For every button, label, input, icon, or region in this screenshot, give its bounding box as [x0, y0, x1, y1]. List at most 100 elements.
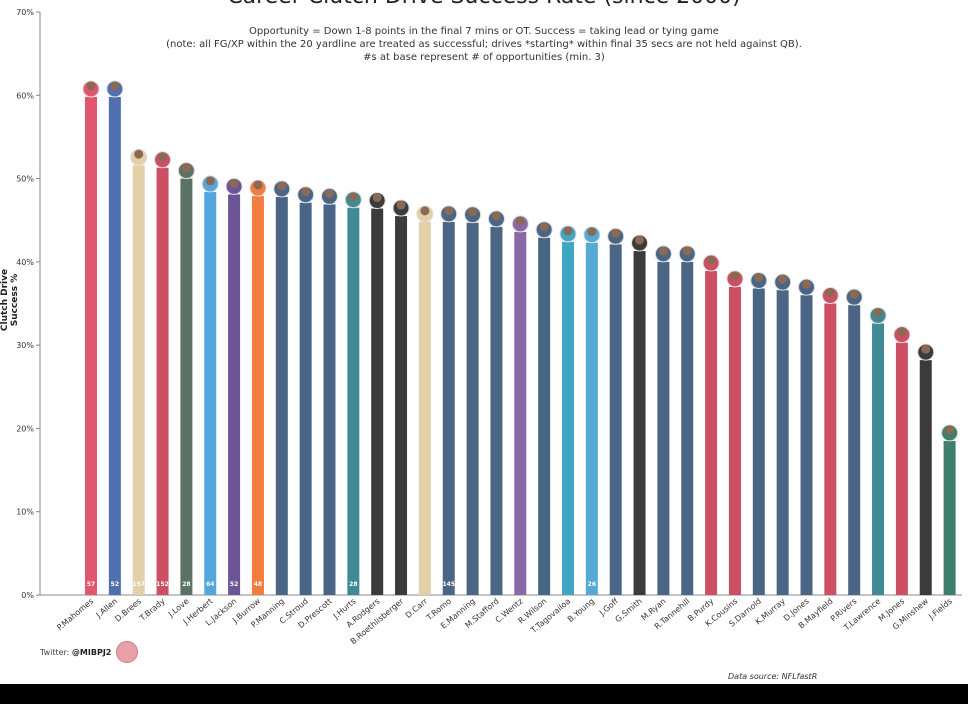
bar — [848, 305, 861, 595]
avatar — [682, 246, 692, 256]
avatar — [587, 227, 597, 237]
chart-subtitle-line-3: #s at base represent # of opportunities … — [363, 52, 605, 63]
y-tick-label: 60% — [16, 91, 34, 100]
data-label: 52 — [111, 581, 119, 588]
avatar — [116, 641, 138, 663]
chart-subtitle-line-2: (note: all FG/XP within the 20 yardline … — [166, 39, 802, 50]
bar — [633, 251, 646, 595]
bar — [562, 241, 574, 595]
x-tick-label: T.Brady — [137, 596, 167, 623]
y-tick-label: 70% — [16, 8, 34, 17]
bar — [418, 221, 431, 595]
twitter-handle[interactable]: @MIBPJ2 — [71, 648, 112, 657]
bar-chart: 0%10%20%30%40%50%60%70%57P.Mahomes52J.Al… — [16, 8, 962, 646]
data-label: 57 — [87, 581, 95, 588]
chart-title: Career Clutch Drive Success Rate (since … — [0, 0, 968, 9]
y-tick-label: 40% — [16, 258, 34, 267]
avatar — [229, 178, 239, 188]
x-tick-label: B.Young — [566, 597, 596, 624]
y-tick-label: 50% — [16, 175, 34, 184]
data-label: 48 — [254, 581, 262, 588]
bar — [466, 222, 479, 595]
avatar — [491, 211, 501, 221]
avatar — [158, 152, 168, 162]
avatar — [754, 273, 764, 283]
avatar — [706, 255, 716, 265]
bar — [85, 96, 97, 596]
bar — [180, 178, 193, 596]
y-tick-label: 30% — [16, 341, 34, 350]
y-tick-label: 0% — [21, 591, 34, 600]
bar — [371, 208, 384, 595]
avatar — [515, 216, 525, 226]
avatar — [825, 288, 835, 297]
avatar — [253, 180, 263, 190]
bar — [609, 244, 622, 596]
avatar — [205, 176, 215, 186]
bar — [895, 342, 908, 595]
avatar — [372, 193, 382, 203]
bar — [705, 271, 718, 595]
avatar — [348, 192, 358, 202]
bar — [800, 295, 813, 595]
data-label: 152 — [156, 581, 169, 588]
avatar — [873, 307, 883, 317]
bar — [323, 204, 336, 595]
avatar — [181, 163, 191, 173]
x-tick-label: G.Smith — [614, 597, 644, 624]
avatar — [325, 188, 334, 198]
avatar — [134, 149, 144, 159]
avatar — [563, 226, 573, 236]
bar — [514, 231, 527, 596]
data-label: 52 — [230, 581, 238, 588]
data-label: 64 — [206, 581, 214, 588]
avatar — [444, 206, 454, 216]
bar — [108, 96, 121, 596]
bar — [538, 237, 551, 595]
bar — [299, 202, 312, 595]
avatar — [539, 222, 549, 232]
bar — [228, 194, 241, 595]
avatar — [396, 200, 406, 210]
avatar — [921, 344, 931, 354]
bar — [585, 242, 598, 596]
twitter-credit: Twitter: @MIBPJ2 — [40, 648, 111, 657]
avatar — [635, 235, 645, 245]
bar — [442, 221, 455, 595]
bar — [776, 290, 789, 595]
avatar — [658, 246, 668, 256]
x-tick-label: J.Fields — [926, 597, 954, 622]
avatar — [730, 271, 740, 281]
bar — [681, 261, 694, 595]
avatar — [802, 279, 811, 289]
data-label: 145 — [442, 581, 455, 588]
data-source: Data source: NFLfastR — [728, 672, 818, 681]
bar — [275, 196, 288, 595]
bottom-black-bar — [0, 684, 968, 704]
y-tick-label: 20% — [16, 424, 34, 433]
twitter-label: Twitter: — [40, 648, 70, 657]
data-label: 28 — [349, 581, 357, 588]
bar — [728, 286, 741, 595]
x-tick-label: D.Brees — [113, 597, 143, 624]
avatar — [468, 207, 478, 217]
data-label: 26 — [588, 581, 596, 588]
bar — [251, 196, 264, 595]
bar — [395, 216, 408, 596]
bar — [752, 288, 765, 595]
bar — [132, 165, 145, 595]
bar — [204, 191, 217, 595]
avatar — [277, 181, 287, 191]
y-tick-label: 10% — [16, 508, 34, 517]
data-label: 28 — [182, 581, 190, 588]
avatar — [420, 206, 430, 216]
avatar — [110, 81, 120, 91]
bar — [872, 323, 885, 595]
bar — [347, 207, 360, 595]
avatar — [778, 274, 788, 284]
data-label: 157 — [132, 581, 145, 588]
bar — [657, 261, 670, 595]
avatar — [897, 327, 907, 337]
bar — [156, 167, 169, 595]
chart-subtitle-line-1: Opportunity = Down 1-8 points in the fin… — [249, 26, 719, 37]
